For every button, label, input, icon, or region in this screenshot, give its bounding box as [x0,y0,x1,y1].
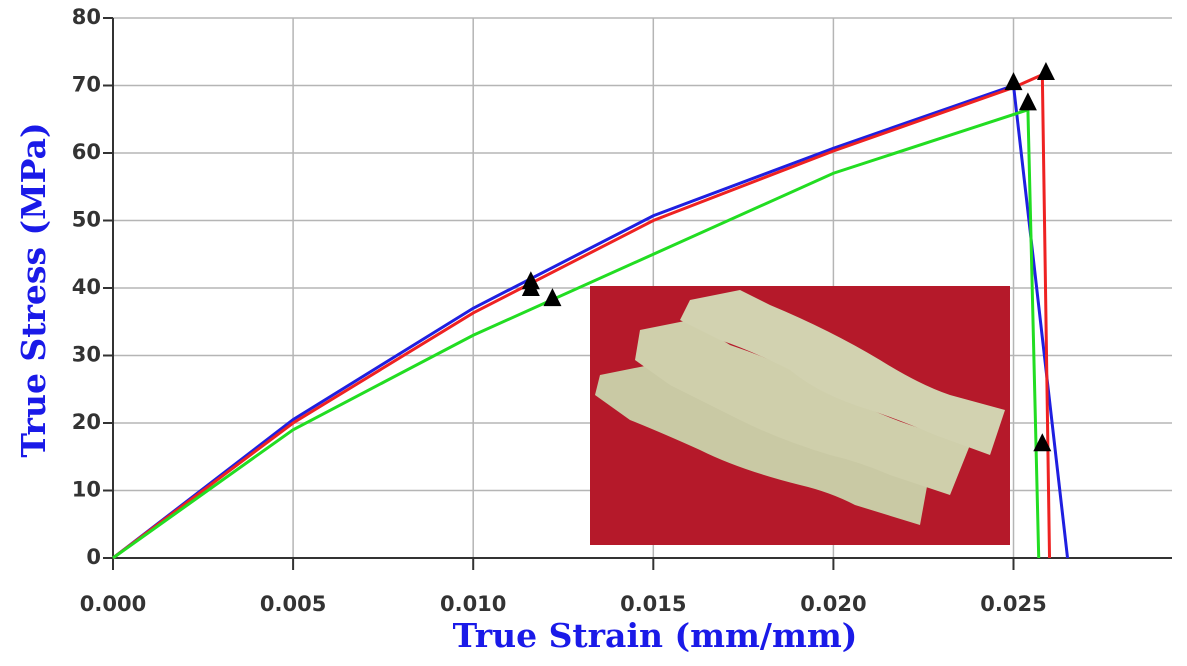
y-tick-label: 0 [86,545,101,569]
triangle-marker [1004,72,1023,91]
x-tick-label: 0.020 [800,592,866,616]
triangle-marker [543,288,562,307]
y-tick-label: 50 [72,208,101,232]
y-tick-label: 20 [72,410,101,434]
series-line [112,72,1052,560]
y-tick-label: 40 [72,275,101,299]
y-tick-label: 30 [72,343,101,367]
x-tick-label: 0.010 [440,592,506,616]
y-axis-title: True Stress (MPa) [14,122,53,457]
plot [112,62,1070,560]
triangle-marker [1033,433,1052,452]
grid: 0 10 20 30 40 50 60 70 80 0.000 0.005 0.010 0.015 0.0… [72,5,1172,616]
y-tick-label: 80 [72,5,101,29]
triangle-marker [1018,92,1037,111]
x-tick-label: 0.015 [620,592,686,616]
x-tick-label: 0.000 [80,592,146,616]
y-tick-label: 10 [72,478,101,502]
y-tick-label: 60 [72,140,101,164]
specimen-photo [590,286,1010,545]
triangle-marker [1036,62,1055,80]
y-tick-label: 70 [72,73,101,97]
x-tick-label: 0.005 [260,592,326,616]
x-axis-title: True Strain (mm/mm) [453,616,858,655]
x-tick-label: 0.025 [980,592,1046,616]
triangle-marker [521,278,540,296]
